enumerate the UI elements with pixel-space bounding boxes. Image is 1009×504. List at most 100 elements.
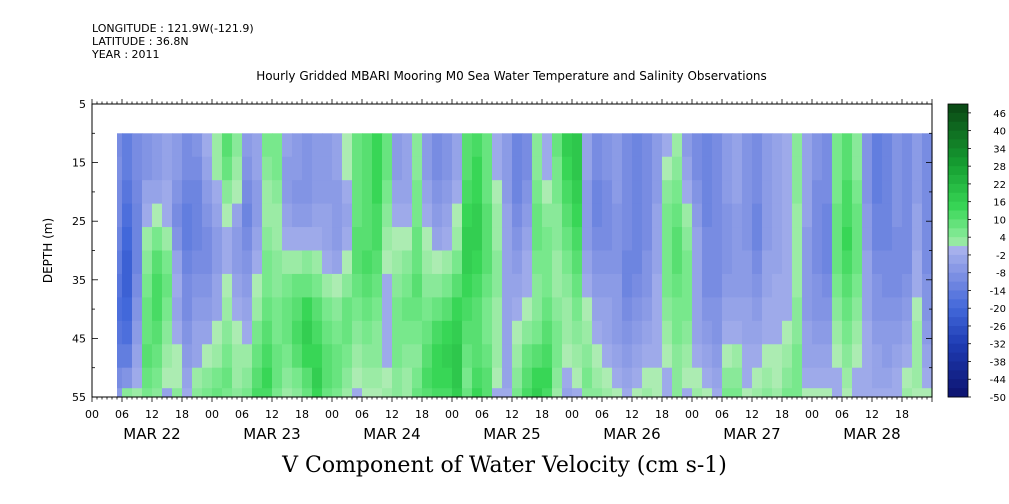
heatmap-cell [782,367,793,389]
heatmap-cell [292,297,303,322]
heatmap-cell [292,367,303,389]
heatmap-cell [472,180,483,205]
heatmap-cell [572,273,583,298]
x-hour-label: 12 [385,408,399,421]
heatmap-cell [802,133,813,158]
heatmap-cell [632,250,643,275]
heatmap-cell [842,133,853,158]
x-hour-label: 06 [235,408,249,421]
heatmap-cell [442,156,453,181]
heatmap-cell [322,344,333,369]
heatmap-cell [352,227,363,252]
heatmap-cell [492,320,503,345]
heatmap-cell [562,273,573,298]
heatmap-cell [402,367,413,389]
heatmap-cell [132,273,143,298]
heatmap-cell [702,273,713,298]
heatmap-cell [352,344,363,369]
heatmap-cell [117,367,123,389]
heatmap-cell [882,320,893,345]
heatmap-cell [822,273,833,298]
heatmap-cell [572,250,583,275]
heatmap-cell [822,320,833,345]
heatmap-cell [442,273,453,298]
heatmap-cell [512,250,523,275]
heatmap-cell [832,388,843,398]
heatmap-cell [302,250,313,275]
heatmap-cell [612,367,623,389]
heatmap-cell [892,133,903,158]
heatmap-cell [372,388,383,398]
x-hour-label: 12 [625,408,639,421]
heatmap-cell [852,156,863,181]
heatmap-cell [212,344,223,369]
heatmap-cell [822,388,833,398]
heatmap-cell [702,297,713,322]
heatmap-cell [832,273,843,298]
heatmap-cell [302,320,313,345]
heatmap-cell [262,156,273,181]
heatmap-cell [332,203,343,228]
x-hour-label: 06 [595,408,609,421]
heatmap-cell [312,227,323,252]
heatmap-cell [852,180,863,205]
heatmap-cell [822,297,833,322]
heatmap-cell [902,297,913,322]
heatmap-cell [282,297,293,322]
heatmap-cell [532,203,543,228]
heatmap-cell [662,156,673,181]
heatmap-cell [752,367,763,389]
colorbar: 46 40 34 28 22 16 10 4 -2 -8 -14 -20 -26 -32 -38 -44 -50 [947,103,1006,404]
heatmap-cell [902,156,913,181]
heatmap-cell [462,180,473,205]
heatmap-cell [772,250,783,275]
heatmap-cell [272,344,283,369]
heatmap-cell [332,133,343,158]
heatmap-cell [262,250,273,275]
heatmap-cell [742,367,753,389]
colorbar-swatch [948,104,968,114]
heatmap-cell [242,203,253,228]
heatmap-cell [722,344,733,369]
heatmap-cell [412,344,423,369]
heatmap-cell [372,156,383,181]
heatmap-cell [142,344,153,369]
heatmap-cell [182,297,193,322]
heatmap-cell [492,133,503,158]
heatmap-cell [612,297,623,322]
heatmap-cell [662,367,673,389]
heatmap-cell [352,367,363,389]
heatmap-cell [912,367,923,389]
heatmap-cell [732,203,743,228]
heatmap-cell [142,367,153,389]
heatmap-cell [812,227,823,252]
heatmap-cell [462,344,473,369]
heatmap-cell [282,344,293,369]
heatmap-cell [222,250,233,275]
heatmap-cell [232,203,243,228]
heatmap-cell [652,273,663,298]
heatmap-cell [472,203,483,228]
heatmap-cell [402,133,413,158]
heatmap-cell [862,133,873,158]
heatmap-cell [117,203,123,228]
heatmap-cell [832,344,843,369]
colorbar-swatch [948,352,968,362]
heatmap-cell [702,227,713,252]
heatmap-cell [762,297,773,322]
heatmap-cell [642,388,653,398]
heatmap-cell [892,320,903,345]
heatmap-cell [332,227,343,252]
heatmap-cell [322,156,333,181]
heatmap-cell [372,180,383,205]
colorbar-label: -44 [990,375,1006,386]
heatmap-cell [117,297,123,322]
heatmap-cell [842,344,853,369]
heatmap-cell [532,367,543,389]
heatmap-cell [462,133,473,158]
heatmap-cell [242,133,253,158]
heatmap-cell [292,320,303,345]
heatmap-cell [472,250,483,275]
heatmap-cell [512,367,523,389]
heatmap-cell [322,180,333,205]
